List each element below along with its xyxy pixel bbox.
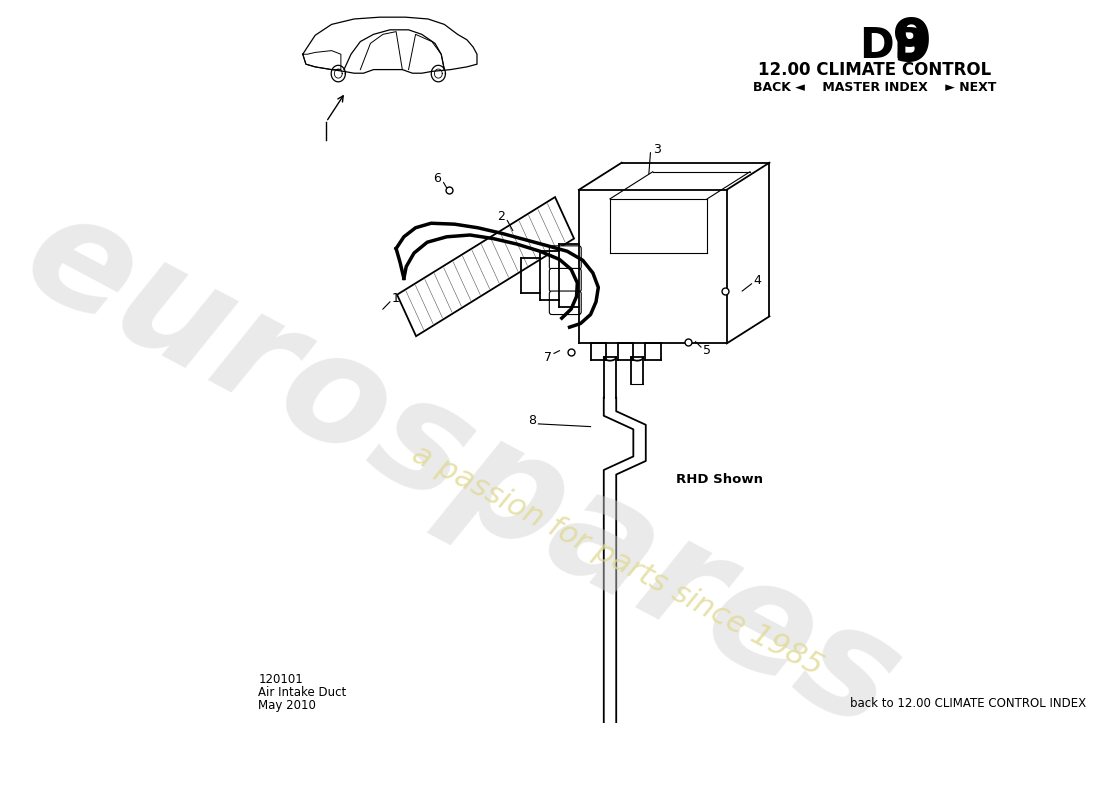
Text: BACK ◄    MASTER INDEX    ► NEXT: BACK ◄ MASTER INDEX ► NEXT — [752, 82, 997, 94]
Text: 3: 3 — [652, 142, 661, 156]
Text: 4: 4 — [754, 274, 761, 286]
FancyBboxPatch shape — [549, 246, 581, 270]
Text: 5: 5 — [703, 344, 712, 357]
Text: Air Intake Duct: Air Intake Duct — [258, 686, 346, 699]
Text: 8: 8 — [528, 414, 536, 426]
Text: DB: DB — [859, 26, 925, 67]
Text: 12.00 CLIMATE CONTROL: 12.00 CLIMATE CONTROL — [758, 62, 991, 79]
Text: 6: 6 — [433, 173, 441, 186]
Text: May 2010: May 2010 — [258, 698, 317, 712]
Text: 1: 1 — [393, 292, 400, 305]
Text: back to 12.00 CLIMATE CONTROL INDEX: back to 12.00 CLIMATE CONTROL INDEX — [850, 697, 1086, 710]
Text: a passion for parts since 1985: a passion for parts since 1985 — [407, 439, 828, 682]
FancyBboxPatch shape — [549, 269, 581, 292]
Text: 2: 2 — [497, 210, 505, 223]
Text: 9: 9 — [892, 16, 933, 74]
Text: eurospares: eurospares — [1, 178, 924, 762]
Text: 7: 7 — [543, 350, 552, 363]
Text: 120101: 120101 — [258, 674, 304, 686]
FancyBboxPatch shape — [549, 291, 581, 314]
Text: RHD Shown: RHD Shown — [676, 473, 763, 486]
